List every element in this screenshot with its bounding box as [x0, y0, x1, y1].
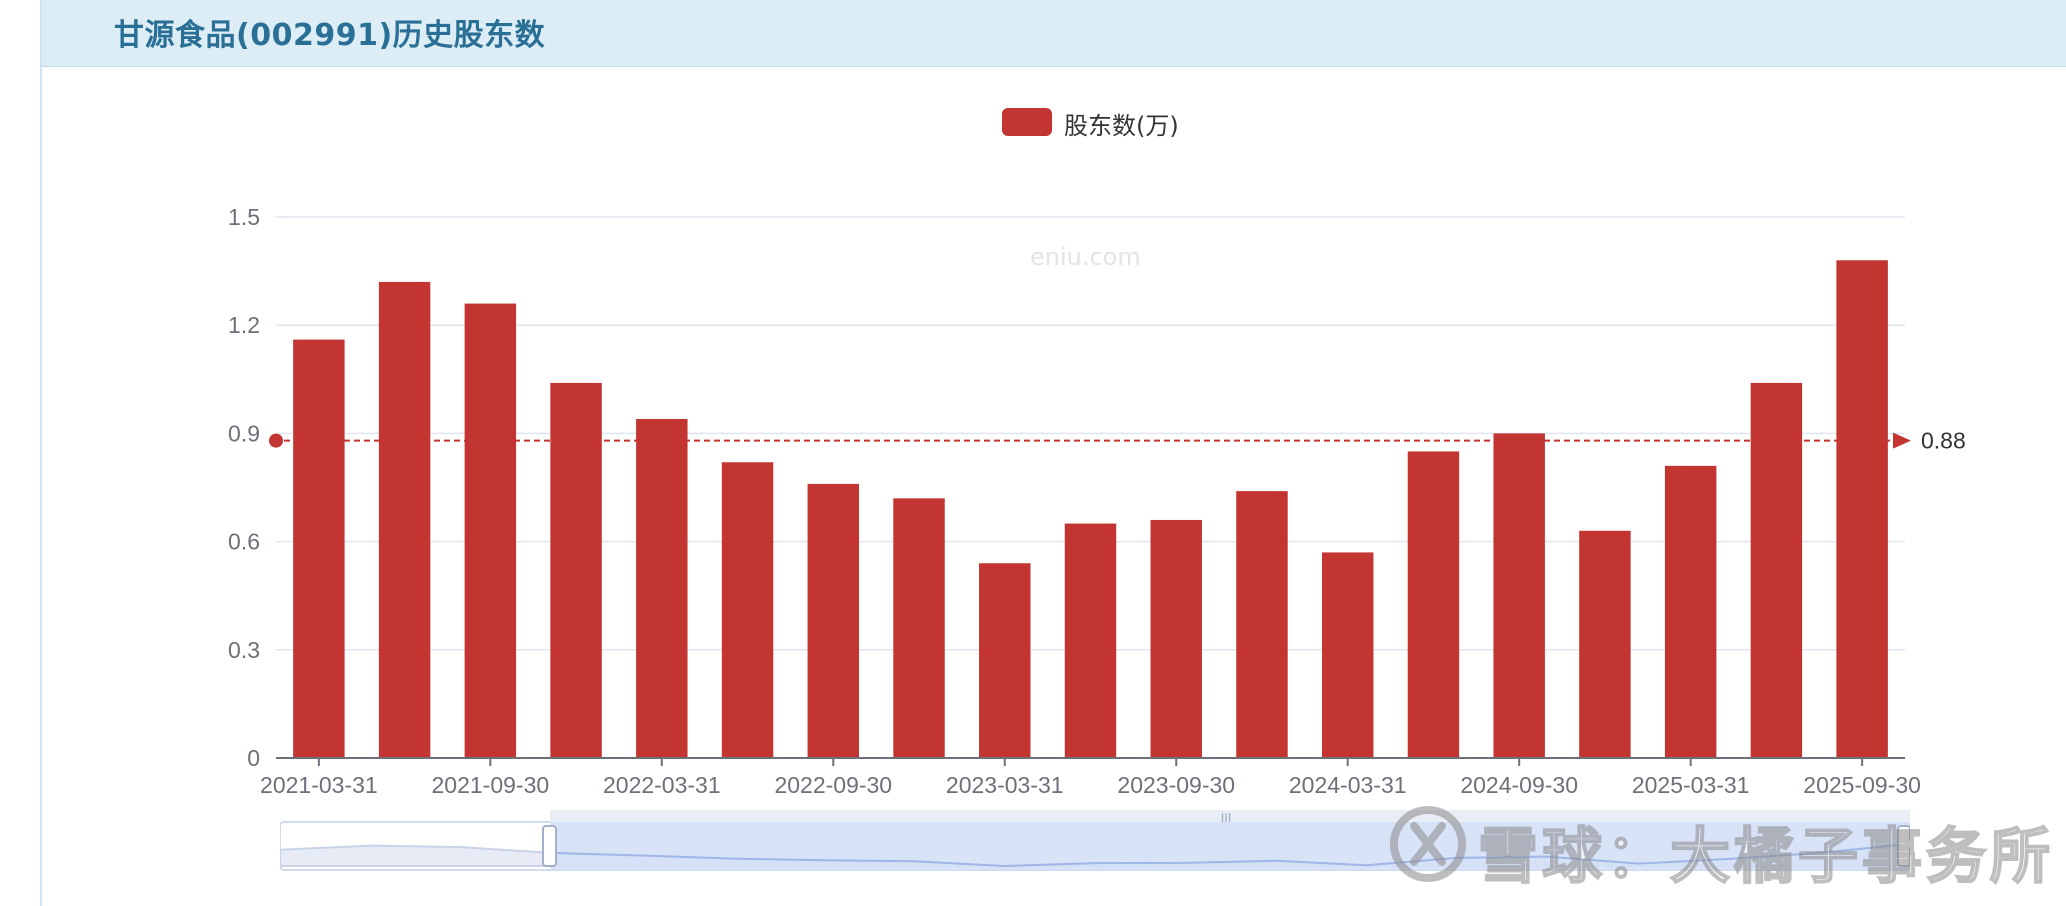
bar[interactable]: [1236, 491, 1288, 758]
bar[interactable]: [1407, 451, 1460, 758]
bar[interactable]: [550, 382, 602, 758]
bar[interactable]: [1750, 382, 1803, 758]
x-tick-label: 2024-03-31: [1289, 772, 1407, 798]
x-tick-label: 2021-09-30: [432, 772, 550, 798]
slider-left-handle[interactable]: [542, 825, 557, 867]
bar[interactable]: [1493, 433, 1545, 758]
x-tick-label: 2025-03-31: [1632, 772, 1750, 798]
y-tick-label: 0.6: [228, 529, 260, 555]
site-watermark: eniu.com: [1030, 243, 1141, 271]
x-tick-label: 2021-03-31: [260, 772, 378, 798]
markline-end-arrow: [1893, 432, 1911, 449]
panel-left-border: [40, 0, 42, 906]
page-title: 甘源食品(002991)历史股东数: [114, 18, 546, 53]
bar[interactable]: [1064, 523, 1117, 758]
brand-watermark-text: 雪球：大橘子事务所: [1477, 821, 2054, 893]
bar[interactable]: [636, 418, 688, 758]
slider-selected-sparkline: [551, 843, 1910, 868]
y-tick-label: 1.5: [228, 204, 260, 230]
bar[interactable]: [979, 563, 1031, 758]
y-tick-label: 0.9: [228, 420, 260, 446]
snowball-logo-icon: [1390, 806, 1466, 882]
bar[interactable]: [1150, 519, 1202, 758]
datazoom-slider[interactable]: III: [280, 810, 1910, 880]
slider-move-handle[interactable]: [550, 810, 1910, 824]
x-tick-label: 2025-09-30: [1803, 772, 1921, 798]
slider-right-handle[interactable]: [1897, 825, 1910, 867]
markline-label: 0.88: [1921, 428, 1966, 454]
bar[interactable]: [893, 498, 945, 758]
markline-start-dot: [269, 433, 283, 448]
legend-label[interactable]: 股东数(万): [1064, 112, 1179, 140]
bar[interactable]: [464, 303, 517, 758]
bar[interactable]: [1836, 260, 1888, 758]
legend-swatch[interactable]: [1002, 108, 1052, 136]
x-tick-label: 2023-09-30: [1117, 772, 1235, 798]
panel-header: 甘源食品(002991)历史股东数: [42, 0, 2066, 67]
bar[interactable]: [293, 339, 345, 758]
x-tick-label: 2022-09-30: [774, 772, 892, 798]
y-tick-label: 1.2: [228, 312, 260, 338]
bar[interactable]: [378, 281, 431, 758]
y-tick-label: 0.3: [228, 637, 260, 663]
bar[interactable]: [807, 483, 860, 758]
bar[interactable]: [1664, 465, 1717, 758]
bar[interactable]: [1321, 552, 1374, 758]
slider-grip-icon: III: [1221, 811, 1232, 825]
bar[interactable]: [721, 462, 774, 758]
x-tick-label: 2024-09-30: [1460, 772, 1578, 798]
y-tick-label: 0: [247, 745, 260, 771]
x-tick-label: 2022-03-31: [603, 772, 721, 798]
x-tick-label: 2023-03-31: [946, 772, 1064, 798]
bar[interactable]: [1579, 530, 1631, 758]
